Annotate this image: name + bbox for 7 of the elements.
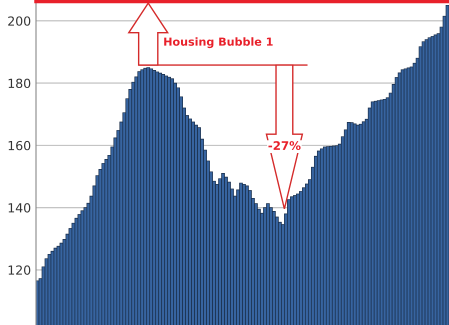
y-tick-label: 160: [8, 140, 30, 150]
y-tick-label: 180: [8, 78, 30, 88]
annotation: -27%: [268, 141, 301, 150]
y-tick-label: 140: [8, 203, 30, 213]
annotation: Housing Bubble 1: [164, 37, 273, 48]
y-tick-label: 200: [8, 16, 30, 26]
y-tick-label: 120: [8, 265, 30, 275]
